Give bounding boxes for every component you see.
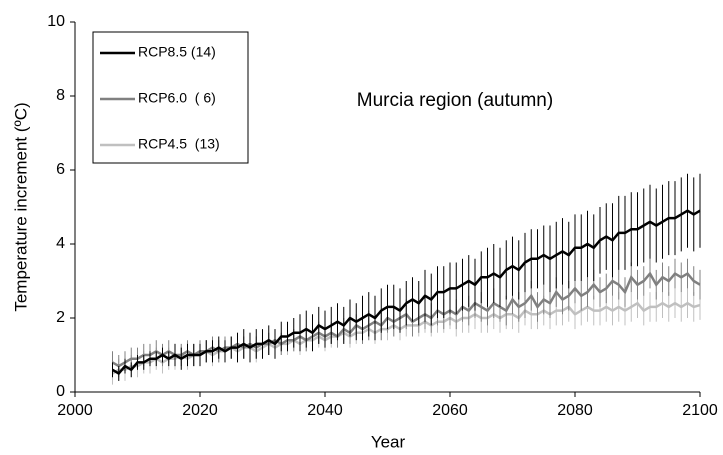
x-tick-label: 2080 xyxy=(557,402,593,419)
y-tick-label: 0 xyxy=(56,383,65,400)
x-tick-label: 2040 xyxy=(307,402,343,419)
x-tick-label: 2020 xyxy=(182,402,218,419)
legend-label: RCP6.0 ( 6) xyxy=(138,90,216,106)
series-line xyxy=(111,209,701,376)
y-tick-label: 8 xyxy=(56,87,65,104)
x-tick-label: 2000 xyxy=(57,402,93,419)
y-axis-label: Temperature increment (ºC) xyxy=(11,102,30,311)
y-tick-label: 4 xyxy=(56,235,65,252)
x-tick-label: 2100 xyxy=(682,402,718,419)
y-tick-label: 10 xyxy=(47,13,65,30)
y-tick-label: 6 xyxy=(56,161,65,178)
annotation: Murcia region (autumn) xyxy=(357,90,553,111)
x-tick-label: 2060 xyxy=(432,402,468,419)
legend-label: RCP4.5 (13) xyxy=(138,136,220,152)
y-tick-label: 2 xyxy=(56,309,65,326)
legend-label: RCP8.5 (14) xyxy=(138,44,216,60)
x-axis-label: Year xyxy=(371,432,406,451)
